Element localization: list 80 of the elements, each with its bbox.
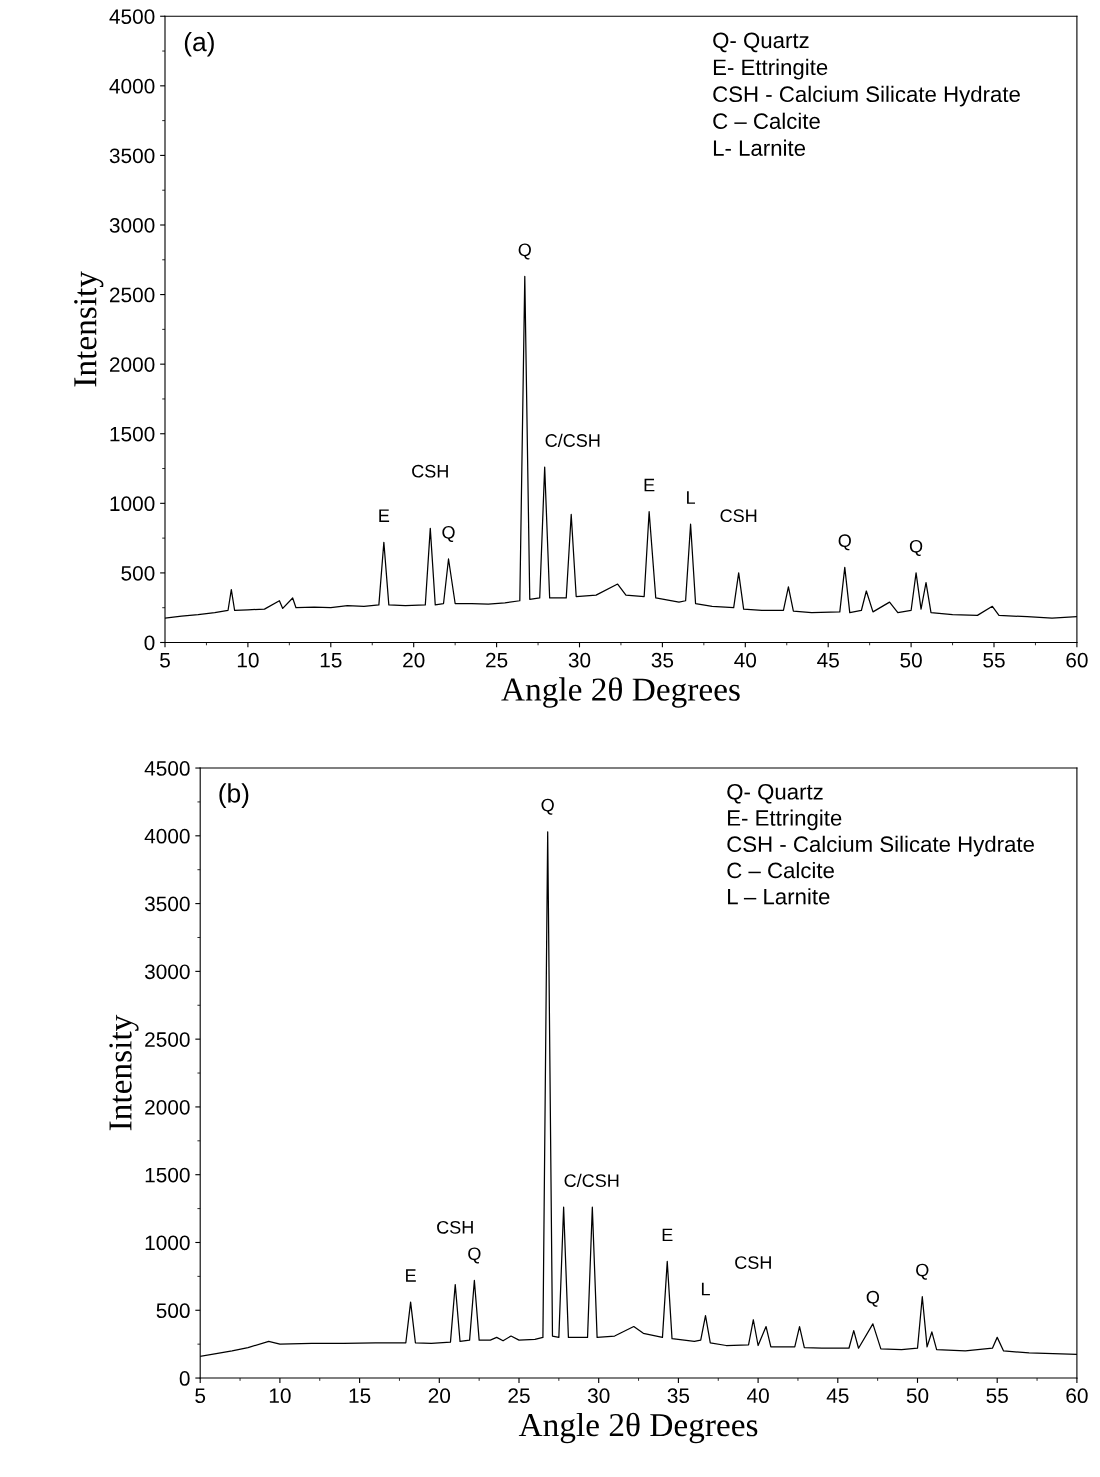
y-tick-label: 2000	[109, 357, 155, 372]
y-tick-label: 3500	[109, 148, 155, 164]
y-tick-label: 0	[179, 1371, 190, 1386]
annotation: C/CSH	[564, 1173, 619, 1188]
y-tick-label: 1000	[145, 1235, 190, 1251]
annotation: Q- Quartz	[713, 32, 809, 53]
y-axis-title: Intensity	[74, 271, 104, 387]
annotation: E- Ettringite	[713, 58, 828, 80]
x-tick-label: 60	[1066, 1388, 1088, 1404]
annotation: CSH	[412, 464, 448, 478]
y-tick-label: 4000	[109, 78, 155, 94]
annotation: E- Ettringite	[728, 809, 842, 831]
annotation: Q	[909, 539, 923, 556]
annotation: E	[379, 509, 390, 522]
annotation: Q	[518, 243, 531, 260]
text: (a)	[184, 31, 214, 57]
x-tick-label: 50	[906, 1388, 929, 1404]
x-axis-title: Angle 2θ Degrees	[518, 1412, 758, 1444]
y-tick-label: 3500	[144, 896, 190, 912]
y-tick-label: 4000	[144, 828, 190, 844]
annotation: L – Larnite	[728, 888, 830, 905]
annotation: CSH	[735, 1256, 771, 1269]
x-tick-label: 60	[1066, 652, 1088, 668]
x-tick-label: 25	[486, 652, 508, 668]
annotation: CSH	[437, 1220, 473, 1234]
x-tick-label: 15	[349, 1388, 371, 1404]
annotation: CSH - Calcium Silicate Hydrate	[713, 85, 1020, 107]
annotation: E	[662, 1228, 673, 1242]
x-tick-label: 15	[320, 652, 342, 668]
x-tick-label: 45	[817, 652, 839, 668]
annotation: Q- Quartz	[727, 783, 823, 804]
annotation: Q	[916, 1263, 929, 1280]
y-tick-label: 4500	[109, 9, 155, 24]
y-tick-label: 1000	[110, 496, 155, 512]
x-tick-label: 50	[900, 652, 922, 668]
x-tick-label: 5	[195, 1388, 206, 1404]
x-tick-label: 20	[403, 652, 425, 668]
x-axis-title: Angle 2θ Degrees	[501, 677, 740, 708]
y-tick-label: 1500	[145, 1167, 190, 1183]
y-tick-label: 3000	[109, 218, 155, 233]
x-tick-label: 20	[428, 1388, 451, 1404]
annotation: L	[701, 1282, 710, 1296]
x-tick-label: 30	[568, 652, 591, 668]
x-tick-label: 55	[986, 1388, 1008, 1404]
y-tick-label: 4500	[144, 761, 190, 776]
x-tick-label: 10	[269, 1388, 291, 1404]
x-tick-label: 40	[734, 652, 757, 668]
annotation: E	[406, 1269, 416, 1282]
x-tick-label: 35	[651, 652, 674, 668]
x-tick-label: 30	[587, 1388, 610, 1404]
annotation: Q	[866, 1290, 880, 1307]
x-tick-label: 25	[508, 1388, 530, 1404]
annotation: CSH - Calcium Silicate Hydrate	[727, 835, 1034, 857]
x-tick-label: 40	[746, 1388, 769, 1404]
x-tick-label: 45	[826, 1388, 849, 1404]
text: (b)	[219, 783, 249, 808]
y-tick-label: 2500	[145, 1032, 190, 1047]
annotation: C – Calcite	[713, 112, 820, 130]
annotation: Q	[468, 1247, 481, 1264]
x-tick-label: 55	[983, 652, 1005, 668]
x-tick-label: 5	[160, 652, 170, 668]
y-tick-label: 1500	[110, 426, 155, 442]
annotation: E	[644, 478, 655, 492]
x-tick-label: 35	[667, 1388, 690, 1404]
annotation: C/CSH	[545, 433, 600, 447]
y-tick-label: 500	[121, 565, 155, 581]
annotation: Q	[541, 798, 554, 815]
y-tick-label: 2000	[145, 1099, 190, 1115]
y-tick-label: 0	[144, 635, 155, 651]
annotation: L- Larnite	[713, 139, 806, 156]
y-tick-label: 3000	[144, 964, 190, 980]
annotation: Q	[838, 534, 851, 551]
annotation: Q	[442, 525, 455, 542]
y-axis-title: Intensity	[109, 1014, 139, 1131]
x-tick-label: 10	[237, 652, 259, 668]
y-tick-label: 2500	[109, 287, 155, 303]
y-tick-label: 500	[156, 1303, 190, 1319]
annotation: L	[687, 491, 696, 504]
annotation: C – Calcite	[727, 861, 834, 879]
annotation: CSH	[720, 509, 757, 523]
